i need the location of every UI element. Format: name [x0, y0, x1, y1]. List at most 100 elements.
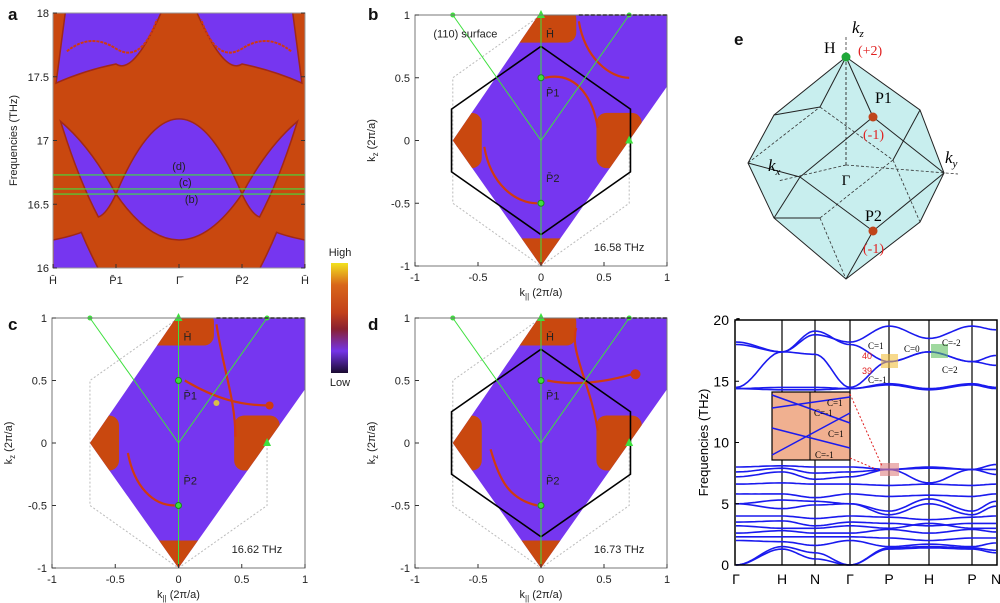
- axis-var: k: [945, 148, 953, 167]
- point-label: H: [824, 40, 836, 57]
- axis-sub: ||: [525, 594, 529, 603]
- axis-var: k: [366, 458, 378, 464]
- frequency-label: 16.62 THz: [232, 544, 283, 556]
- inset-band: [771, 412, 851, 456]
- axis-var: k: [852, 18, 860, 37]
- point-label: P2: [865, 208, 882, 225]
- bz-edge: [872, 172, 945, 232]
- axis-unit: (2π/a): [366, 422, 378, 455]
- point-label-p2: P̄2: [184, 475, 197, 488]
- bandgap-region: [115, 118, 243, 241]
- y-tick-label: 10: [713, 435, 729, 451]
- panel-d-fermi-surface: [414, 313, 668, 569]
- point-label-p2: P̄2: [546, 172, 559, 185]
- reciprocal-vector-arrow: [89, 317, 179, 444]
- inset-band: [771, 427, 851, 449]
- x-tick-label: N: [991, 571, 1000, 587]
- bandgap-region: [196, 13, 303, 85]
- panel-a-heatmap: [52, 12, 306, 269]
- kx-label: kx: [768, 156, 781, 178]
- colorbar-high-label: High: [329, 247, 352, 259]
- fermi-arc: [215, 324, 237, 437]
- bandgap-region: [55, 13, 162, 85]
- bz-edge: [799, 116, 874, 178]
- inset-band: [771, 394, 851, 424]
- axis-var: k: [366, 156, 378, 162]
- x-tick-label: -0.5: [469, 574, 488, 586]
- weyl-point-h: [841, 52, 851, 62]
- phonon-band: [736, 522, 996, 530]
- fermi-arc: [547, 373, 633, 385]
- axis-sub: ||: [163, 594, 167, 603]
- chern-number-label: C=2: [942, 365, 958, 375]
- y-tick-label: 1: [404, 10, 410, 22]
- x-axis-label: k|| (2π/a): [520, 287, 563, 301]
- axis-unit: (2π/a): [167, 589, 200, 601]
- point-label-p2: P̄2: [546, 475, 559, 488]
- bz-edge: [773, 176, 801, 219]
- bz-hidden-edge: [892, 159, 921, 223]
- phonon-band: [735, 351, 996, 389]
- arc-crossing: [213, 400, 220, 406]
- y-tick-label: -1: [400, 261, 410, 273]
- y-tick-label: 5: [721, 496, 729, 512]
- phonon-band: [735, 547, 997, 566]
- y-axis-label: kz (2π/a): [366, 422, 380, 465]
- y-tick-label: 16: [37, 263, 49, 275]
- bz-edge: [872, 116, 945, 174]
- x-tick-label: N: [810, 571, 820, 587]
- x-tick-label: H̄: [301, 274, 309, 287]
- phonon-band: [736, 384, 997, 391]
- surface-state: [66, 19, 158, 54]
- x-tick-label: 1: [664, 574, 670, 586]
- axis-sub: z: [859, 28, 865, 40]
- bz-hidden-edge: [819, 106, 894, 161]
- y-tick-label: 0: [41, 438, 47, 450]
- reciprocal-vector-arrow: [452, 14, 542, 141]
- x-tick-label: -1: [410, 272, 420, 284]
- y-tick-label: 18: [37, 8, 49, 20]
- arc-end-bulb: [630, 369, 641, 380]
- reciprocal-vector-arrow: [540, 14, 630, 141]
- weyl-point-projection: [175, 502, 182, 509]
- bz-edge: [773, 106, 821, 116]
- phonon-band: [735, 493, 997, 499]
- axis-var: k: [157, 589, 163, 601]
- bandgap-region: [53, 231, 99, 268]
- k-axis-arrow: [845, 164, 959, 175]
- band-index-label: 40: [862, 351, 872, 361]
- panel-label-d: d: [368, 315, 378, 334]
- y-tick-label: 17: [37, 136, 49, 148]
- weyl-highlight-p: [881, 354, 898, 368]
- panel-f-band-structure: C=1C=-1C=1C=-14039C=1C=-1C=0C=-2C=205101…: [696, 312, 1000, 587]
- gap-region: [89, 318, 305, 568]
- axis-unit: (2π/a): [3, 422, 15, 455]
- x-tick-label: 0.5: [234, 574, 249, 586]
- axis-sub: y: [952, 158, 958, 170]
- y-axis-label: Frequencies (THz): [696, 389, 711, 497]
- y-tick-label: 1: [404, 313, 410, 325]
- panel-label-b: b: [368, 5, 378, 24]
- x-axis-label: k|| (2π/a): [157, 589, 200, 603]
- axis-var: k: [520, 589, 526, 601]
- x-tick-label: Γ: [846, 571, 854, 587]
- fermi-arc: [544, 75, 599, 129]
- bz-edge: [845, 56, 874, 118]
- reciprocal-vector-arrow: [540, 317, 630, 444]
- fermi-arc: [577, 21, 630, 79]
- bandgap-region: [259, 231, 305, 268]
- bz-hidden-edge: [819, 217, 847, 280]
- panel-label-a: a: [8, 5, 18, 24]
- ky-label: ky: [945, 148, 958, 170]
- y-tick-label: 0.5: [395, 73, 410, 85]
- axis-unit: (2π/a): [529, 589, 562, 601]
- phonon-band: [736, 502, 997, 516]
- high-symmetry-marker: [263, 438, 272, 446]
- x-tick-label: 0: [538, 574, 544, 586]
- bulk-pocket: [596, 112, 642, 169]
- phonon-band: [736, 528, 996, 534]
- bz-edge: [819, 56, 847, 108]
- axis-unit: (2π/a): [366, 119, 378, 152]
- phonon-band: [736, 520, 996, 527]
- y-tick-label: 1: [41, 313, 47, 325]
